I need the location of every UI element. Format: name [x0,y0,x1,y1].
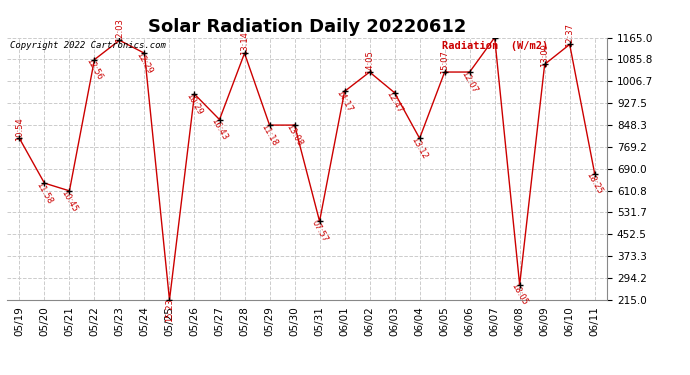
Text: 11:18: 11:18 [259,122,279,147]
Text: 12:37: 12:37 [565,22,574,46]
Text: 12:07: 12:07 [460,69,480,94]
Text: 12:03: 12:03 [115,19,124,42]
Text: Radiation  (W/m2): Radiation (W/m2) [442,42,549,51]
Text: 13:14: 13:14 [240,32,249,56]
Text: 14:17: 14:17 [335,88,355,114]
Text: 13:09: 13:09 [540,43,549,66]
Text: 15:07: 15:07 [440,50,449,74]
Text: 07:57: 07:57 [310,218,329,244]
Text: 12:29: 12:29 [135,51,155,75]
Text: 13:12: 13:12 [410,135,429,160]
Text: 12:56: 12:56 [85,57,104,82]
Text: 11:58: 11:58 [34,180,55,206]
Text: 15:23: 15:23 [165,298,174,322]
Text: 14:05: 14:05 [365,51,374,74]
Text: 16:43: 16:43 [210,117,229,142]
Text: Copyright 2022 Cartronics.com: Copyright 2022 Cartronics.com [10,42,166,51]
Text: 10:29: 10:29 [185,92,204,116]
Text: 10:45: 10:45 [59,188,79,213]
Text: 12:47: 12:47 [385,90,404,115]
Text: 10:54: 10:54 [15,117,24,141]
Text: 18:05: 18:05 [510,282,529,307]
Text: 13:08: 13:08 [285,122,304,147]
Text: 18:25: 18:25 [585,171,604,196]
Title: Solar Radiation Daily 20220612: Solar Radiation Daily 20220612 [148,18,466,36]
